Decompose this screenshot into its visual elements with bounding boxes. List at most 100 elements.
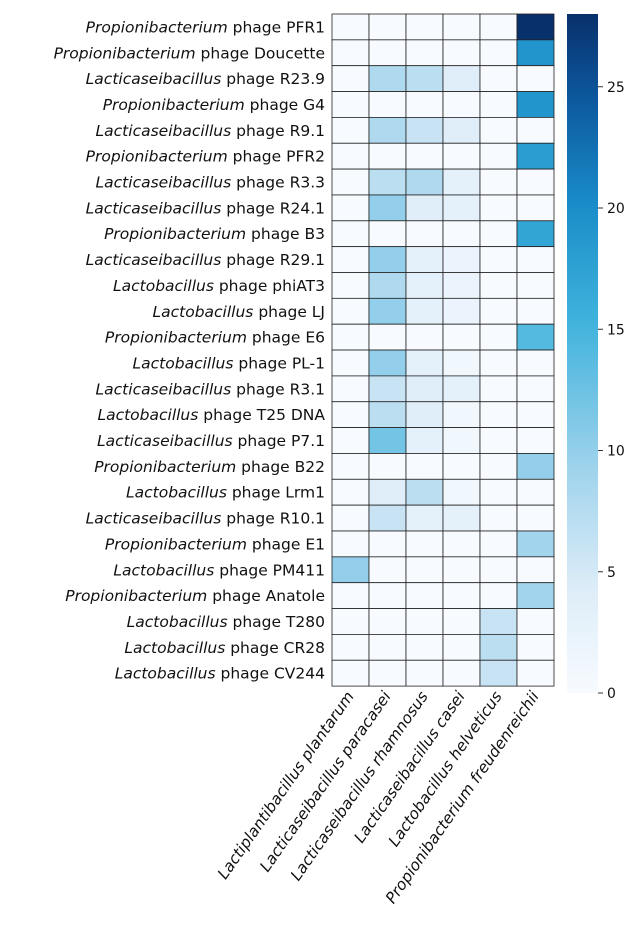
row-label: Lacticaseibacillus phage R29.1	[86, 251, 325, 269]
heatmap-cell	[442, 272, 481, 299]
colorbar-tick-label: 0	[607, 686, 616, 702]
heatmap-cell	[516, 427, 555, 454]
heatmap-cell	[516, 91, 555, 118]
heatmap-cell	[405, 194, 444, 222]
heatmap-cell	[405, 634, 444, 661]
heatmap-cell	[442, 375, 481, 403]
row-label-genus: Propionibacterium	[104, 225, 246, 243]
heatmap-cell	[442, 194, 481, 222]
heatmap-cell	[516, 634, 555, 661]
heatmap-cell	[516, 246, 555, 273]
row-label-phage: phage R10.1	[221, 510, 325, 528]
colorbar-gradient	[567, 14, 598, 693]
row-label-phage: phage R23.9	[221, 70, 325, 88]
heatmap-cell	[405, 220, 444, 248]
heatmap-cell	[405, 246, 444, 273]
row-label: Lactobacillus phage CR28	[124, 639, 325, 657]
heatmap-cell	[368, 530, 407, 558]
row-label: Propionibacterium phage PFR1	[86, 18, 325, 36]
heatmap-cell	[331, 401, 370, 429]
row-label-genus: Lacticaseibacillus	[96, 122, 232, 140]
heatmap-cells	[331, 13, 555, 687]
heatmap-cell	[516, 142, 555, 170]
heatmap-cell	[516, 453, 555, 480]
row-label: Lacticaseibacillus phage R23.9	[86, 70, 325, 88]
row-label-phage: phage E1	[247, 535, 325, 553]
heatmap-cell	[479, 634, 518, 661]
heatmap-cell	[331, 556, 370, 584]
heatmap-cell	[479, 323, 518, 351]
heatmap-cell	[516, 65, 555, 92]
heatmap-cell	[479, 453, 518, 480]
heatmap-cell	[368, 91, 407, 118]
heatmap-cell	[479, 13, 518, 41]
row-label: Lactobacillus phage LJ	[152, 303, 325, 321]
heatmap-cell	[331, 117, 370, 144]
heatmap-cell	[405, 349, 444, 377]
heatmap-cell	[368, 194, 407, 222]
row-label-phage: phage PM411	[214, 561, 325, 579]
heatmap-cell	[405, 13, 444, 41]
row-label-phage: phage R24.1	[221, 199, 325, 217]
row-label-genus: Lactobacillus	[152, 303, 253, 321]
heatmap-cell	[405, 39, 444, 67]
heatmap-cell	[479, 427, 518, 454]
heatmap-cell	[405, 556, 444, 584]
row-label: Propionibacterium phage E1	[105, 535, 325, 553]
heatmap-cell	[442, 556, 481, 584]
row-label-phage: phage Lrm1	[227, 484, 325, 502]
row-label-phage: phage E6	[247, 329, 325, 347]
row-label: Propionibacterium phage PFR2	[86, 148, 325, 166]
row-label-genus: Lactobacillus	[124, 639, 225, 657]
row-label-phage: phage PFR1	[228, 18, 325, 36]
row-label: Propionibacterium phage Anatole	[65, 587, 325, 605]
heatmap-cell	[516, 220, 555, 248]
heatmap-cell	[368, 297, 407, 325]
row-label: Lacticaseibacillus phage R10.1	[86, 510, 325, 528]
heatmap-cell	[479, 659, 518, 687]
row-label: Propionibacterium phage B22	[94, 458, 325, 476]
heatmap-cell	[479, 246, 518, 273]
heatmap-cell	[368, 220, 407, 248]
heatmap-cell	[516, 530, 555, 558]
row-label-genus: Propionibacterium	[86, 148, 228, 166]
row-label-phage: phage R3.1	[231, 380, 325, 398]
heatmap-cell	[405, 375, 444, 403]
row-label-genus: Lacticaseibacillus	[96, 174, 232, 192]
row-label-phage: phage PFR2	[228, 148, 325, 166]
row-label: Propionibacterium phage B3	[104, 225, 325, 243]
heatmap-cell	[442, 13, 481, 41]
row-label-genus: Propionibacterium	[86, 18, 228, 36]
row-label: Lacticaseibacillus phage R24.1	[86, 199, 325, 217]
row-label: Lactobacillus phage T25 DNA	[97, 406, 325, 424]
heatmap-cell	[368, 427, 407, 454]
heatmap-cell	[516, 13, 555, 41]
row-label-genus: Propionibacterium	[105, 329, 247, 347]
row-label: Lacticaseibacillus phage R9.1	[96, 122, 325, 140]
heatmap-cell	[331, 39, 370, 67]
heatmap-cell	[405, 401, 444, 429]
heatmap-cell	[405, 504, 444, 532]
heatmap-cell	[516, 117, 555, 144]
heatmap-cell	[331, 530, 370, 558]
heatmap-cell	[368, 142, 407, 170]
heatmap-cell	[368, 401, 407, 429]
row-label-phage: phage CV244	[216, 665, 325, 683]
row-label-genus: Lacticaseibacillus	[96, 380, 232, 398]
heatmap-cell	[442, 117, 481, 144]
heatmap-cell	[405, 142, 444, 170]
heatmap-cell	[516, 504, 555, 532]
row-label-genus: Lacticaseibacillus	[86, 510, 222, 528]
heatmap-cell	[331, 659, 370, 687]
heatmap-cell	[368, 375, 407, 403]
heatmap-cell	[368, 65, 407, 92]
heatmap-cell	[479, 556, 518, 584]
heatmap-cell	[405, 117, 444, 144]
heatmap-cell	[331, 246, 370, 273]
heatmap-cell	[331, 168, 370, 196]
heatmap-cell	[516, 401, 555, 429]
heatmap-cell	[516, 556, 555, 584]
colorbar-tick-label: 5	[607, 565, 616, 581]
row-label: Lactobacillus phage phiAT3	[113, 277, 325, 295]
column-labels: Lactiplantibacillus plantarumLacticaseib…	[214, 688, 543, 907]
